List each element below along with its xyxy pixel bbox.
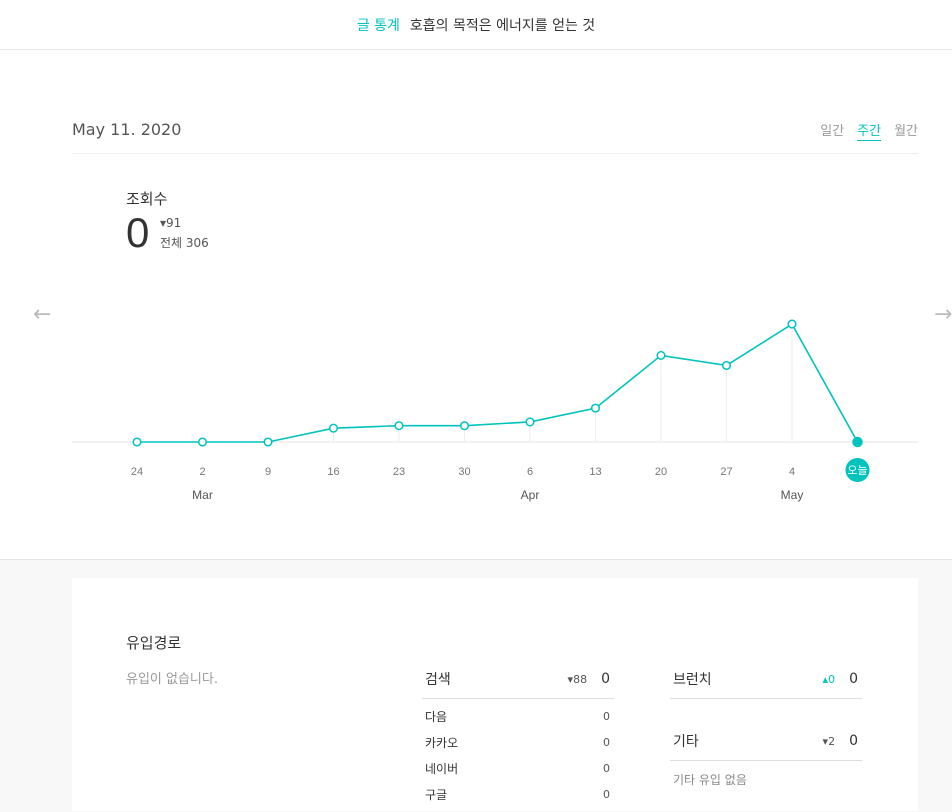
- search-change: ▾88: [567, 672, 588, 686]
- list-item: 네이버 0: [422, 755, 614, 781]
- search-engine-label: 다음: [425, 709, 448, 724]
- chart-tick-label: 27: [720, 466, 732, 478]
- chart-point: [394, 421, 404, 431]
- chart-tick-label: 13: [589, 466, 601, 478]
- chart-point: [197, 437, 208, 447]
- other-change: ▾2: [822, 734, 836, 748]
- inflow-card: 유입경로 유입이 없습니다. 검색 ▾88 0 다음 0 카카오 0 네이버 0…: [72, 578, 918, 811]
- list-item: 카카오 0: [422, 729, 614, 755]
- chart-point: [656, 350, 666, 360]
- chart-tick-label: 24: [131, 466, 143, 478]
- search-engine-value: 0: [603, 787, 610, 801]
- search-engine-value: 0: [603, 709, 610, 723]
- views-summary: 조회수 0 ▾91 전체 306: [126, 188, 209, 254]
- chart-tick-label: 23: [393, 466, 405, 478]
- arrow-right-icon[interactable]: →: [934, 302, 952, 327]
- brunch-inflow-header: 브런치 ▴0 0: [670, 660, 862, 699]
- other-value: 0: [849, 733, 858, 749]
- brunch-change: ▴0: [822, 672, 836, 686]
- chart-point: [852, 436, 863, 448]
- views-change: ▾91: [160, 216, 182, 230]
- tab-weekly[interactable]: 주간: [857, 120, 882, 141]
- search-engine-value: 0: [603, 761, 610, 775]
- arrow-left-icon[interactable]: ←: [33, 302, 52, 327]
- other-inflow-header: 기타 ▾2 0: [670, 722, 862, 761]
- search-inflow-header: 검색 ▾88 0: [422, 660, 614, 699]
- chart-point: [787, 319, 797, 329]
- chart-point: [721, 360, 732, 371]
- chart-point: [132, 437, 142, 447]
- chart-point: [328, 423, 339, 433]
- inflow-title: 유입경로: [126, 634, 182, 652]
- chart-tick-label: 6: [527, 466, 533, 478]
- other-label: 기타: [673, 734, 699, 750]
- chart-point: [263, 437, 273, 447]
- chart-series-line: [137, 322, 859, 443]
- search-engine-label: 네이버: [425, 761, 459, 776]
- chart-month-label: May: [781, 488, 804, 502]
- views-count: 0: [126, 209, 150, 256]
- list-item: 다음 0: [422, 703, 614, 729]
- date-label: May 11. 2020: [72, 120, 182, 139]
- chart-month-label: Apr: [521, 488, 540, 502]
- search-engine-label: 구글: [425, 787, 448, 802]
- search-inflow-column: 검색 ▾88 0 다음 0 카카오 0 네이버 0 구글 0: [422, 660, 614, 807]
- chart-tick-label: 4: [789, 466, 795, 478]
- chart-tick-label: 20: [655, 466, 667, 478]
- chart-tick-label: 9: [265, 466, 271, 478]
- search-engine-value: 0: [603, 735, 610, 749]
- brunch-inflow-column: 브런치 ▴0 0: [670, 660, 862, 699]
- chart-point: [590, 403, 601, 413]
- inflow-empty-text: 유입이 없습니다.: [126, 672, 218, 687]
- search-engine-label: 카카오: [425, 735, 459, 750]
- other-empty-text: 기타 유입 없음: [673, 773, 747, 787]
- chart-tick-label: 30: [458, 466, 470, 478]
- chart-tick-label: 2: [199, 466, 205, 478]
- top-header: 글 통계 호흡의 목적은 에너지를 얻는 것: [0, 0, 952, 50]
- search-value: 0: [601, 671, 610, 687]
- list-item: 구글 0: [422, 781, 614, 807]
- chart-point: [459, 421, 470, 431]
- tab-monthly[interactable]: 월간: [894, 124, 918, 139]
- views-title: 조회수: [126, 190, 168, 208]
- chart-tick-label: 16: [327, 466, 339, 478]
- today-badge: [845, 458, 870, 482]
- search-label: 검색: [425, 672, 451, 688]
- date-row: May 11. 2020 일간 주간 월간: [72, 112, 918, 154]
- tab-daily[interactable]: 일간: [820, 124, 845, 139]
- chart-tick-label: 오늘: [847, 464, 867, 477]
- category-link[interactable]: 글 통계: [356, 17, 400, 34]
- period-tabs: 일간 주간 월간: [820, 120, 918, 141]
- other-inflow-column: 기타 ▾2 0 기타 유입 없음: [670, 722, 862, 788]
- chart-month-label: Mar: [192, 488, 213, 502]
- post-title-link[interactable]: 호흡의 목적은 에너지를 얻는 것: [409, 17, 596, 34]
- brunch-value: 0: [849, 671, 858, 687]
- views-line-chart: 24 2 9 16 23 30 6 13 20 27 4 오늘 Mar Apr May: [72, 319, 918, 502]
- views-total: 전체 306: [160, 236, 209, 250]
- brunch-label: 브런치: [673, 672, 712, 688]
- chart-point: [525, 417, 535, 427]
